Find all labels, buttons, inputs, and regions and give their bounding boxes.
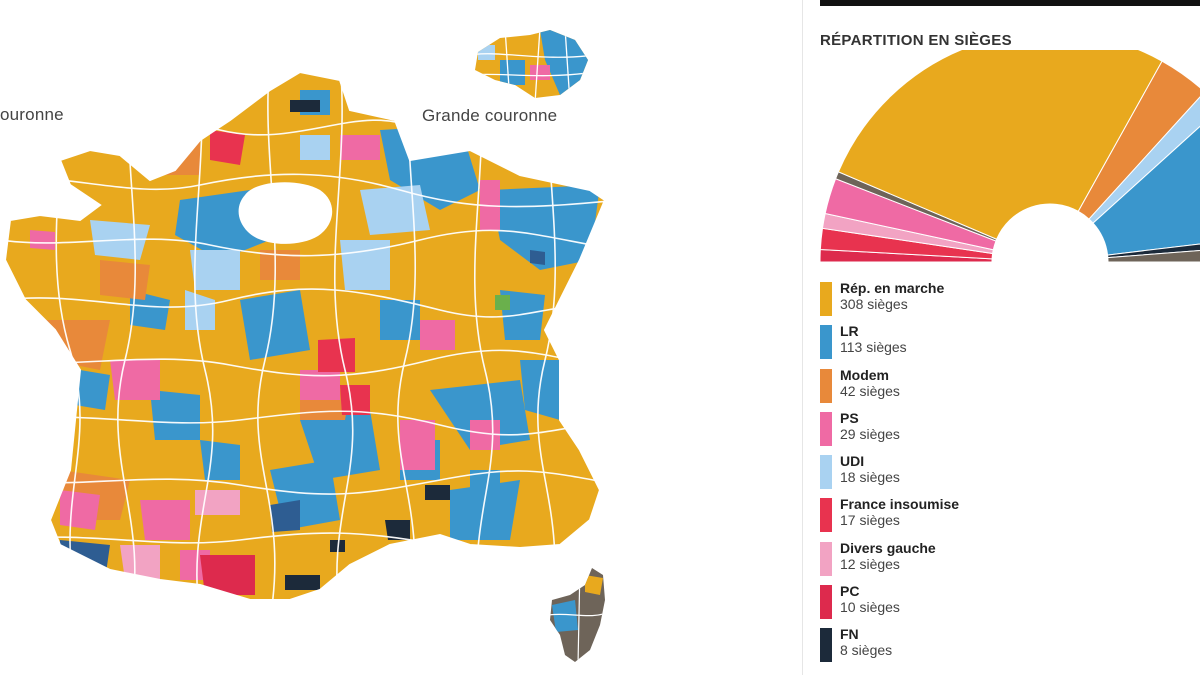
constituency-map (0, 30, 607, 662)
hemicycle-wedge (1092, 125, 1200, 256)
legend-swatch (820, 455, 832, 490)
legend-swatch (820, 628, 832, 663)
mainland-france (5, 72, 605, 600)
legend-party-name: Modem (840, 366, 889, 383)
grande-couronne-label: Grande couronne (422, 106, 558, 125)
petite-couronne-inset (0, 148, 22, 178)
legend-item: Modem 42 sièges (820, 367, 1200, 410)
legend-party-name: France insoumise (840, 496, 960, 513)
legend-swatch (820, 498, 832, 533)
legend-party-name: UDI (840, 453, 865, 470)
legend-seat-count: 29 sièges (840, 425, 900, 442)
legend-item: FN 8 sièges (820, 626, 1200, 669)
legend-item: PC 10 sièges (820, 583, 1200, 626)
hemicycle-chart (819, 50, 1200, 263)
grande-couronne-inset (475, 30, 588, 98)
legend-swatch (820, 282, 832, 316)
legend-item: UDI 18 sièges (820, 453, 1200, 496)
panel-top-bar (820, 0, 1200, 6)
seats-panel-title: RÉPARTITION EN SIÈGES (820, 32, 1012, 49)
legend-party-name: PS (840, 409, 859, 426)
legend-item: PS 29 sièges (820, 410, 1200, 453)
legend-seat-count: 42 sièges (840, 382, 900, 399)
hemicycle-wedge (837, 50, 1163, 240)
legend-item: Rép. en marche 308 sièges (820, 280, 1200, 323)
hemicycle-wedge-others (1107, 250, 1200, 263)
legend-party-name: LR (840, 323, 859, 340)
legend-item: LR 113 sièges (820, 323, 1200, 366)
legend-item: France insoumise 17 sièges (820, 496, 1200, 539)
panel-divider (802, 0, 803, 675)
legend-seat-count: 17 sièges (840, 512, 900, 529)
legend-party-name: PC (840, 583, 860, 600)
legend-seat-count: 308 sièges (840, 296, 908, 312)
party-legend: Rép. en marche 308 sièges LR 113 sièges Mode… (820, 280, 1200, 670)
legend-swatch (820, 541, 832, 576)
legend-party-name: FN (840, 626, 859, 643)
legend-item: Divers gauche 12 sièges (820, 540, 1200, 583)
legend-seat-count: 8 sièges (840, 642, 893, 659)
legend-swatch (820, 411, 832, 446)
legend-seat-count: 12 sièges (840, 555, 900, 572)
legend-swatch (820, 368, 832, 403)
corsica (550, 568, 605, 662)
legend-seat-count: 10 sièges (840, 599, 900, 616)
legend-swatch (820, 325, 832, 360)
petite-couronne-label: ouronne (0, 105, 64, 124)
legend-party-name: Divers gauche (840, 539, 936, 556)
legend-seat-count: 18 sièges (840, 469, 900, 486)
legend-party-name: Rép. en marche (840, 280, 945, 296)
legend-seat-count: 113 sièges (840, 339, 907, 356)
legend-swatch (820, 585, 832, 620)
